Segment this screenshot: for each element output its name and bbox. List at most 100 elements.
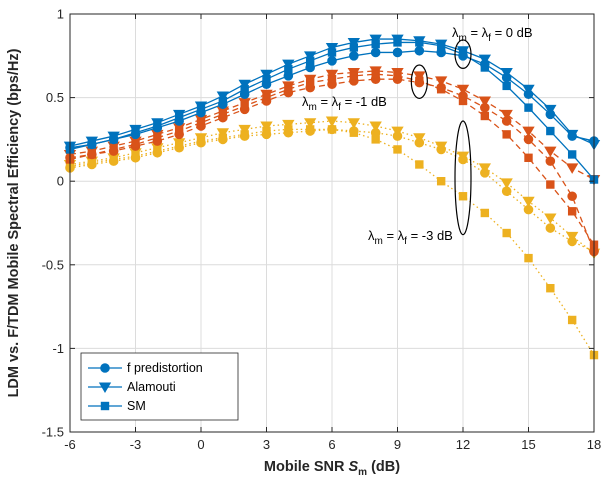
series-sm-minus1db-point [436, 85, 446, 94]
series-sm-minus3db-point [131, 151, 140, 161]
series-sm-minus3db-point [524, 253, 533, 263]
series-sm-minus1db-point [174, 126, 184, 136]
series-alamouti-minus3db-point [325, 116, 339, 128]
series-f-predistortion-minus1db-point [545, 156, 556, 166]
series-alamouti-minus1db-point [434, 76, 448, 87]
series-sm-minus3db-point [284, 125, 293, 134]
series-sm-0db-point [196, 105, 206, 114]
series-sm-0db-point [218, 96, 228, 106]
series-alamouti-minus3db-point [347, 118, 361, 129]
series-sm-0db-point [131, 128, 140, 137]
series-alamouti-minus1db-point [325, 69, 339, 81]
y-tick-label: 0 [57, 174, 64, 189]
series-alamouti-minus3db-point [544, 213, 557, 225]
series-f-predistortion-0db-point [349, 51, 359, 61]
series-alamouti-minus1db-point [456, 84, 470, 96]
series-sm-minus1db-point [349, 71, 359, 81]
series-alamouti-0db-point [303, 51, 317, 62]
series-sm-minus1db-point [153, 133, 162, 142]
x-tick-label: 18 [587, 437, 601, 452]
series-f-predistortion-minus3db-point [545, 223, 556, 233]
series-sm-0db-point [502, 81, 511, 91]
series-sm-minus1db-point [327, 75, 337, 84]
series-alamouti-minus3db-point [478, 163, 492, 174]
y-tick-label: -1.5 [42, 425, 64, 440]
series-sm-minus1db-point [415, 76, 424, 86]
y-tick-label: 0.5 [46, 90, 64, 105]
annotation-lambda-minus3: λm = λf = -3 dB [368, 228, 453, 247]
series-f-predistortion-0db-point [327, 56, 337, 66]
series-sm-minus3db-point [218, 133, 228, 142]
series-sm-0db-point [174, 113, 184, 122]
series-sm-0db-point [262, 75, 271, 84]
series-sm-minus3db-point [480, 208, 490, 218]
y-tick-label: -1 [52, 341, 64, 356]
legend-sample-alamouti-marker [98, 382, 112, 394]
x-tick-label: -3 [130, 437, 142, 452]
series-sm-minus1db-point [480, 111, 490, 121]
series-sm-0db-point [284, 64, 293, 74]
x-tick-label: 3 [263, 437, 270, 452]
series-alamouti-minus3db-point [391, 126, 404, 138]
series-alamouti-minus3db-point [303, 118, 317, 129]
series-alamouti-0db-point [260, 69, 273, 81]
x-tick-label: 9 [394, 437, 401, 452]
series-sm-minus3db-point [174, 141, 184, 151]
series-sm-minus1db-point [240, 101, 249, 111]
series-alamouti-minus3db-point [500, 178, 513, 189]
series-sm-minus1db-point [393, 71, 402, 81]
series-sm-minus1db-point [305, 78, 315, 87]
axis-ticks: -6 -3 0 3 6 9 12 15 18 -1.5 -1 -0.5 0 0.5 1 [42, 7, 602, 453]
series-sm-minus3db-point [415, 160, 424, 169]
series-sm-minus1db-point [502, 130, 511, 139]
series-sm-minus3db-point [109, 155, 118, 164]
series-alamouti-0db-point [544, 104, 557, 116]
series-sm-minus3db-point [262, 126, 271, 136]
series-sm-minus3db-point [196, 136, 206, 146]
series-sm-minus3db-point [153, 146, 162, 156]
series-f-predistortion-0db-point [392, 47, 403, 58]
series-sm-minus3db-point [305, 125, 315, 134]
series-sm-minus1db-point [196, 118, 206, 127]
series-alamouti-minus1db-point [500, 109, 513, 121]
annotation-lambda-minus1: λm = λf = -1 dB [302, 94, 387, 113]
series-sm-0db-point [436, 41, 446, 50]
series-alamouti-minus1db-point [413, 71, 426, 82]
series-sm-0db-point [524, 103, 533, 112]
y-axis-label: LDM vs. F/TDM Mobile Spectral Efficiency… [6, 48, 22, 397]
series-sm-minus1db-point [458, 96, 468, 106]
series-alamouti-0db-point [216, 91, 230, 102]
series-sm-0db-point [305, 56, 315, 66]
series-alamouti-0db-point [369, 34, 382, 46]
series-sm-minus1db-point [87, 150, 97, 159]
series-sm-0db-point [480, 63, 490, 72]
legend-entries [88, 363, 122, 411]
series-sm-0db-point [371, 39, 380, 49]
series-sm-minus1db-point [262, 93, 271, 102]
series-sm-minus3db-point [327, 125, 337, 134]
annotation-ellipses [410, 39, 472, 236]
series-alamouti-minus1db-point [478, 96, 492, 107]
series-layer [63, 34, 601, 360]
series-sm-minus3db-point [436, 177, 446, 186]
legend-sample-f-predistortion-marker [100, 363, 110, 373]
series-sm-minus1db-point [524, 153, 533, 162]
series-alamouti-minus1db-point [544, 146, 557, 158]
series-f-predistortion-0db-point [370, 47, 381, 58]
y-tick-label: -0.5 [42, 257, 64, 272]
series-alamouti-minus3db-point [456, 151, 470, 163]
series-alamouti-minus3db-point [522, 196, 535, 208]
series-alamouti-minus3db-point [413, 133, 426, 144]
series-f-predistortion-minus1db-point [567, 191, 577, 202]
legend-label-f-predistortion: f predistortion [127, 361, 203, 375]
series-alamouti-0db-point [347, 37, 361, 49]
series-alamouti-minus3db-point [565, 231, 579, 243]
series-f-predistortion-0db-point [414, 45, 425, 56]
series-sm-0db-point [349, 43, 359, 52]
series-sm-0db-point [546, 126, 555, 136]
series-sm-minus1db-point [546, 180, 555, 189]
series-alamouti-minus3db-point [260, 121, 273, 133]
x-tick-label: 12 [456, 437, 470, 452]
series-sm-0db-point [87, 140, 97, 149]
series-sm-minus3db-point [349, 128, 359, 137]
